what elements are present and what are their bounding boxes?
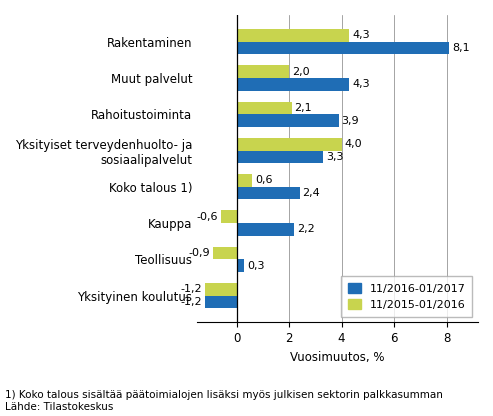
Text: 0,3: 0,3: [247, 261, 265, 271]
Text: 4,3: 4,3: [352, 30, 370, 40]
Text: 1) Koko talous sisältää päätoimialojen lisäksi myös julkisen sektorin palkkasumm: 1) Koko talous sisältää päätoimialojen l…: [5, 390, 443, 412]
X-axis label: Vuosimuutos, %: Vuosimuutos, %: [290, 351, 385, 364]
Text: 3,3: 3,3: [326, 152, 343, 162]
Bar: [237, 138, 342, 151]
Text: 8,1: 8,1: [452, 43, 469, 53]
Bar: [237, 187, 300, 200]
Text: -1,2: -1,2: [181, 297, 203, 307]
Bar: [237, 259, 245, 272]
Bar: [237, 65, 289, 78]
Bar: [205, 296, 237, 308]
Text: 2,4: 2,4: [302, 188, 320, 198]
Text: 2,1: 2,1: [294, 103, 312, 113]
Bar: [237, 223, 294, 236]
Bar: [237, 174, 252, 187]
Bar: [237, 78, 350, 91]
Bar: [237, 42, 449, 54]
Text: -0,6: -0,6: [197, 212, 218, 222]
Bar: [237, 151, 323, 163]
Text: -1,2: -1,2: [181, 284, 203, 294]
Bar: [237, 114, 339, 127]
Legend: 11/2016-01/2017, 11/2015-01/2016: 11/2016-01/2017, 11/2015-01/2016: [341, 276, 472, 317]
Text: 4,0: 4,0: [344, 139, 362, 149]
Text: -0,9: -0,9: [189, 248, 211, 258]
Text: 3,9: 3,9: [342, 116, 359, 126]
Bar: [213, 247, 237, 259]
Bar: [221, 210, 237, 223]
Text: 4,3: 4,3: [352, 79, 370, 89]
Text: 2,0: 2,0: [292, 67, 309, 77]
Text: 2,2: 2,2: [297, 224, 315, 234]
Text: 0,6: 0,6: [255, 176, 273, 186]
Bar: [237, 102, 292, 114]
Bar: [237, 29, 350, 42]
Bar: [205, 283, 237, 296]
